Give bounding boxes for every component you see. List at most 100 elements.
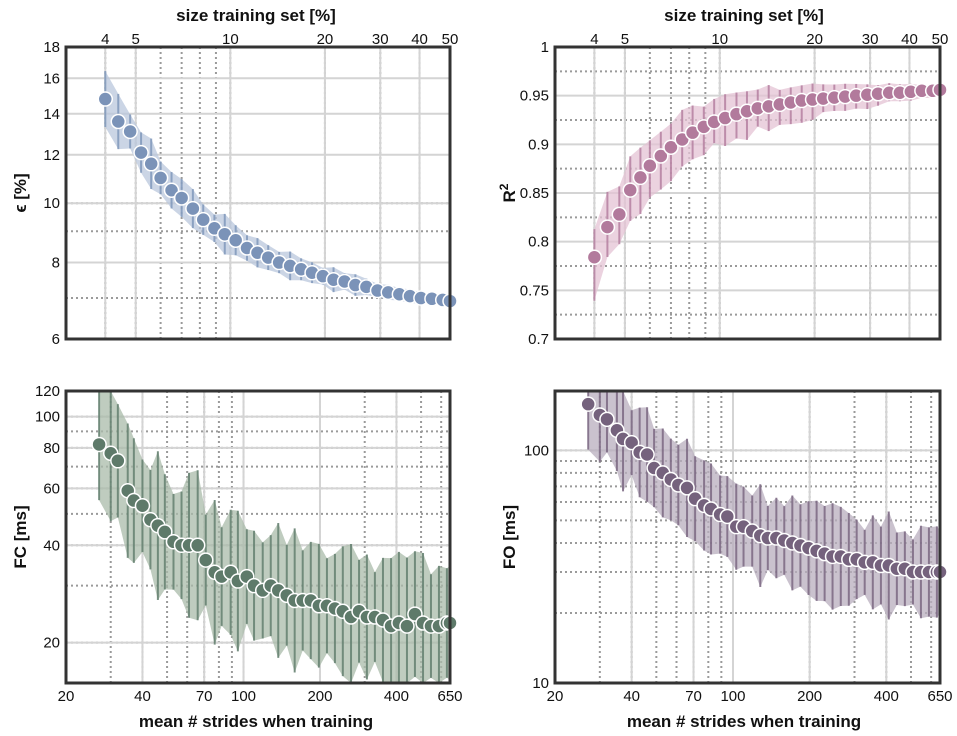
data-point [189, 537, 206, 554]
y-axis-label-r2: R2 [497, 183, 519, 202]
x-tick-label: 20 [317, 31, 334, 48]
top-right-x-title: size training set [%] [664, 6, 824, 25]
data-point [599, 411, 615, 428]
markers-fc [91, 436, 458, 634]
x-tick-label: 20 [806, 31, 823, 48]
y-tick-label: 60 [43, 480, 60, 497]
y-tick-label: 0.8 [528, 234, 549, 251]
axes-frame-fo [553, 389, 942, 685]
x-tick-label: 200 [797, 688, 822, 705]
x-tick-label: 650 [437, 688, 462, 705]
x-tick-label: 5 [621, 31, 629, 48]
x-tick-label: 200 [307, 688, 332, 705]
y-tick-label: 0.95 [520, 88, 549, 105]
data-point [163, 182, 180, 199]
data-point [586, 249, 603, 265]
data-point [719, 508, 736, 525]
data-point [663, 139, 679, 156]
data-point [599, 219, 616, 235]
y-tick-label: 12 [43, 147, 60, 164]
chart-fo: 20 40 70 100 200 400 650 10 100 FO [ms] [500, 389, 953, 705]
x-tick-label: 100 [231, 688, 256, 705]
x-tick-label: 30 [862, 31, 879, 48]
data-point [173, 190, 190, 206]
y-tick-label: 6 [52, 331, 60, 348]
data-point [622, 182, 639, 198]
y-tick-label: 100 [524, 442, 549, 459]
x-tick-label: 20 [547, 688, 564, 705]
x-tick-label: 20 [58, 688, 75, 705]
y-tick-label: 1 [541, 39, 549, 56]
y-tick-label: 8 [52, 255, 60, 272]
data-point [642, 157, 658, 174]
x-tick-label: 4 [590, 31, 598, 48]
markers-eps [97, 91, 458, 309]
x-tick-label: 4 [101, 31, 109, 48]
x-tick-label: 650 [927, 688, 952, 705]
bottom-right-x-title: mean # strides when training [627, 712, 861, 731]
y-tick-label: 14 [43, 106, 60, 123]
data-point [110, 453, 126, 469]
markers-fo [580, 396, 948, 580]
y-tick-label: 10 [532, 675, 549, 692]
x-tick-label: 70 [685, 688, 702, 705]
data-point [157, 524, 173, 540]
data-point [122, 123, 138, 140]
data-point [611, 206, 628, 223]
data-point [152, 170, 169, 186]
data-point [185, 200, 201, 217]
markers-r2 [586, 82, 948, 265]
data-point [227, 232, 244, 248]
x-tick-label: 10 [222, 31, 239, 48]
data-point [679, 480, 695, 496]
x-tick-label: 10 [711, 31, 728, 48]
x-tick-label: 70 [196, 688, 213, 705]
data-point [639, 446, 655, 463]
data-point [143, 156, 159, 172]
y-axis-label-superscript: 2 [497, 183, 511, 190]
chart-r2: 4 5 10 20 30 40 50 0.7 0.75 0.8 0.85 0.9 0.95 1 R2 [497, 31, 948, 348]
chart-eps: 4 5 10 20 30 40 50 6 8 10 12 14 16 18 ϵ [%] [11, 31, 458, 348]
data-point [632, 169, 649, 186]
y-tick-label: 20 [43, 635, 60, 652]
y-tick-label: 16 [43, 70, 60, 87]
y-tick-label: 40 [43, 537, 60, 554]
data-point [399, 618, 415, 634]
data-point [134, 498, 151, 514]
data-point [653, 148, 669, 164]
axes-frame-eps [64, 45, 452, 341]
y-tick-label: 0.9 [528, 136, 549, 153]
y-axis-label-eps: ϵ [%] [11, 173, 30, 212]
x-tick-label: 40 [623, 688, 640, 705]
data-point [110, 113, 127, 130]
x-tick-label: 100 [720, 688, 745, 705]
y-tick-label: 0.7 [528, 331, 549, 348]
y-tick-label: 120 [35, 383, 60, 400]
data-point [198, 552, 214, 568]
data-point [97, 91, 114, 107]
data-point [133, 144, 149, 161]
x-tick-label: 50 [932, 31, 949, 48]
x-tick-label: 50 [442, 31, 459, 48]
chart-fc: 20 40 70 100 200 400 650 20 40 60 80 100 120 FC [ms] [11, 383, 463, 705]
y-axis-label-fc: FC [ms] [11, 505, 30, 568]
y-tick-label: 100 [35, 409, 60, 426]
data-point [195, 211, 211, 228]
x-tick-label: 40 [411, 31, 428, 48]
data-point [580, 396, 596, 412]
y-tick-label: 10 [43, 195, 60, 212]
x-tick-label: 400 [384, 688, 409, 705]
y-tick-label: 0.85 [520, 185, 549, 202]
data-point [623, 434, 640, 451]
x-tick-label: 40 [901, 31, 918, 48]
x-tick-label: 400 [874, 688, 899, 705]
data-point [91, 436, 107, 453]
bottom-left-x-title: mean # strides when training [139, 712, 373, 731]
x-tick-label: 30 [372, 31, 389, 48]
axes-frame-r2 [553, 45, 942, 341]
y-tick-label: 80 [43, 440, 60, 457]
axes-frame-fc [64, 389, 452, 685]
x-tick-label: 40 [134, 688, 151, 705]
